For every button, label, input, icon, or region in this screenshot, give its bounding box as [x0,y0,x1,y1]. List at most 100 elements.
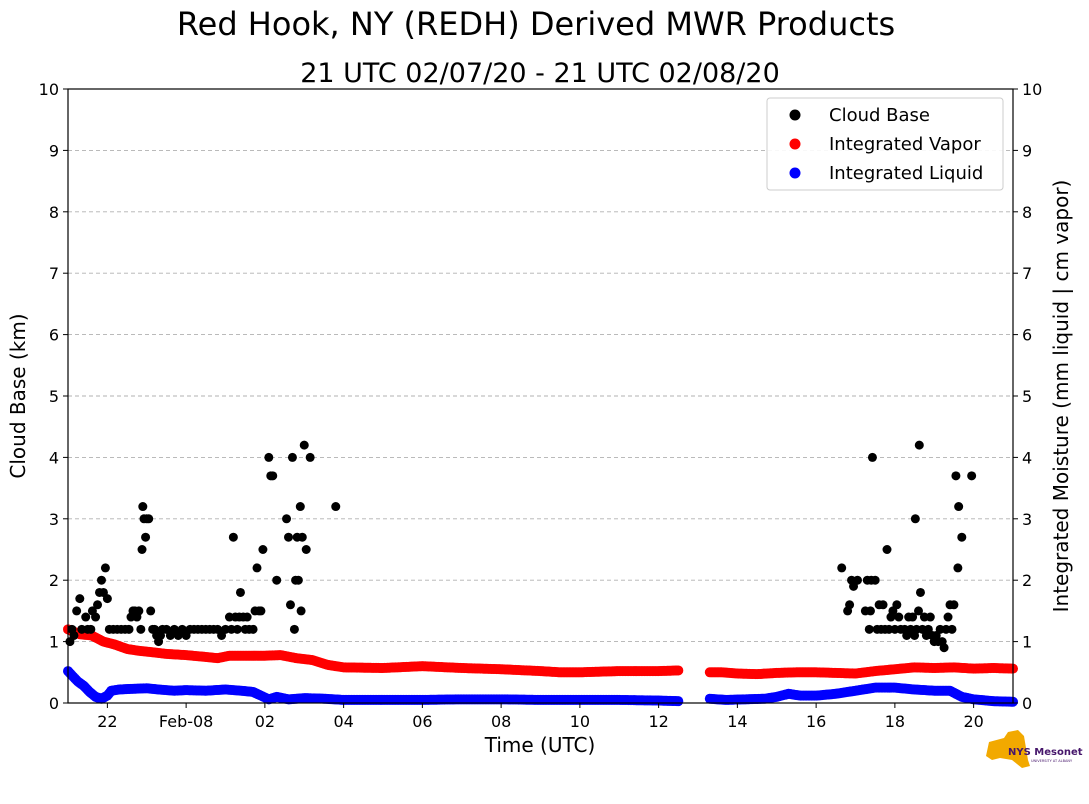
x-tick-label: Feb-08 [159,712,213,731]
cloud-base-point [837,563,847,573]
cloud-base-point [75,594,85,604]
cloud-base-point [864,624,874,634]
cloud-base-point [915,587,925,597]
integrated-liquid-point [673,696,684,707]
y-right-tick-label: 3 [1022,510,1032,529]
x-tick-label: 04 [333,712,353,731]
cloud-base-point [949,600,959,610]
cloud-base-point [967,471,977,481]
legend-label-integrated-liquid: Integrated Liquid [829,163,983,184]
cloud-base-point [939,643,949,653]
cloud-base-point [852,575,862,585]
cloud-base-point [69,630,79,640]
cloud-base-point [96,575,106,585]
legend: Cloud Base Integrated Vapor Integrated L… [766,97,1004,191]
y-left-tick-label: 1 [49,633,59,652]
x-tick-label: 10 [570,712,590,731]
cloud-base-point [242,612,252,622]
y-left-tick-label: 3 [49,510,59,529]
nys-mesonet-logo: NYS Mesonet UNIVERSITY AT ALBANY [986,730,1083,768]
cloud-base-point [295,502,305,512]
cloud-base-point [925,612,935,622]
chart-title: Red Hook, NY (REDH) Derived MWR Products [177,5,895,43]
x-tick-label: 18 [885,712,905,731]
cloud-base-point [878,600,888,610]
cloud-base-point [264,452,274,462]
cloud-base-point [914,440,924,450]
cloud-base-point [867,452,877,462]
y-left-tick-label: 8 [49,203,59,222]
legend-marker-integrated-vapor [789,138,801,150]
logo-subtext: UNIVERSITY AT ALBANY [1031,759,1073,763]
y-left-tick-label: 6 [49,326,59,345]
y-right-tick-label: 7 [1022,264,1032,283]
legend-marker-integrated-liquid [789,167,801,179]
cloud-base-point [305,452,315,462]
x-tick-label: 06 [412,712,432,731]
legend-marker-cloud-base [789,109,801,121]
cloud-base-point [136,624,146,634]
y-left-tick-label: 4 [49,448,59,467]
cloud-base-point [914,606,923,616]
integrated-vapor-point [673,665,684,676]
cloud-base-point [954,502,964,512]
cloud-base-point [144,514,154,524]
x-tick-label: 20 [963,712,983,731]
cloud-base-point [248,624,258,634]
x-tick-label: 16 [806,712,826,731]
legend-label-integrated-vapor: Integrated Vapor [829,134,981,155]
cloud-base-point [943,612,953,622]
cloud-base-point [81,612,91,622]
cloud-base-point [100,563,110,573]
cloud-base-point [86,624,96,634]
cloud-base-point [137,545,147,554]
cloud-base-point [282,514,292,524]
cloud-base-point [285,600,295,610]
cloud-base-point [124,624,134,634]
y-left-tick-label: 0 [49,694,59,713]
cloud-base-point [287,452,297,462]
y-right-tick-label: 10 [1022,80,1042,99]
chart-subtitle: 21 UTC 02/07/20 - 21 UTC 02/08/20 [300,58,780,89]
y-axis-left-label: Cloud Base (km) [6,313,30,478]
cloud-base-point [299,440,309,450]
x-tick-label: 22 [97,712,117,731]
cloud-base-point [93,600,103,610]
y-right-tick-label: 9 [1022,141,1032,160]
cloud-base-point [882,545,892,554]
cloud-base-point [293,575,303,585]
cloud-base-point [268,471,278,481]
cloud-base-point [146,606,156,616]
cloud-base-point [910,514,920,524]
cloud-base-point [296,606,306,616]
y-right-tick-label: 5 [1022,387,1032,406]
cloud-base-point [91,612,101,622]
cloud-base-point [894,612,904,622]
cloud-base-point [102,594,112,604]
y-left-tick-label: 9 [49,141,59,160]
series-cloud-base [65,440,977,653]
cloud-base-point [272,575,282,585]
cloud-base-point [953,563,963,573]
cloud-base-point [892,600,902,610]
cloud-base-point [258,545,268,554]
series-integrated-vapor [63,624,1018,680]
cloud-base-point [134,606,144,616]
legend-box [766,97,1004,191]
cloud-base-point [301,545,311,554]
cloud-base-point [228,532,238,542]
y-right-tick-label: 4 [1022,448,1032,467]
y-right-tick-label: 8 [1022,203,1032,222]
y-axis-right-label: Integrated Moisture (mm liquid | cm vapo… [1049,180,1073,613]
y-axis-left-ticks: 0 1 2 3 4 5 6 7 8 9 10 [39,80,68,713]
y-axis-right-ticks: 0 1 2 3 4 5 6 7 8 9 10 [1013,80,1042,713]
legend-label-cloud-base: Cloud Base [829,105,930,126]
cloud-base-point [845,600,855,610]
cloud-base-point [951,471,961,481]
x-tick-label: 02 [255,712,275,731]
new-york-state-shape-icon [986,730,1030,768]
cloud-base-point [72,606,82,616]
cloud-base-point [141,532,151,542]
cloud-base-point [947,624,957,634]
